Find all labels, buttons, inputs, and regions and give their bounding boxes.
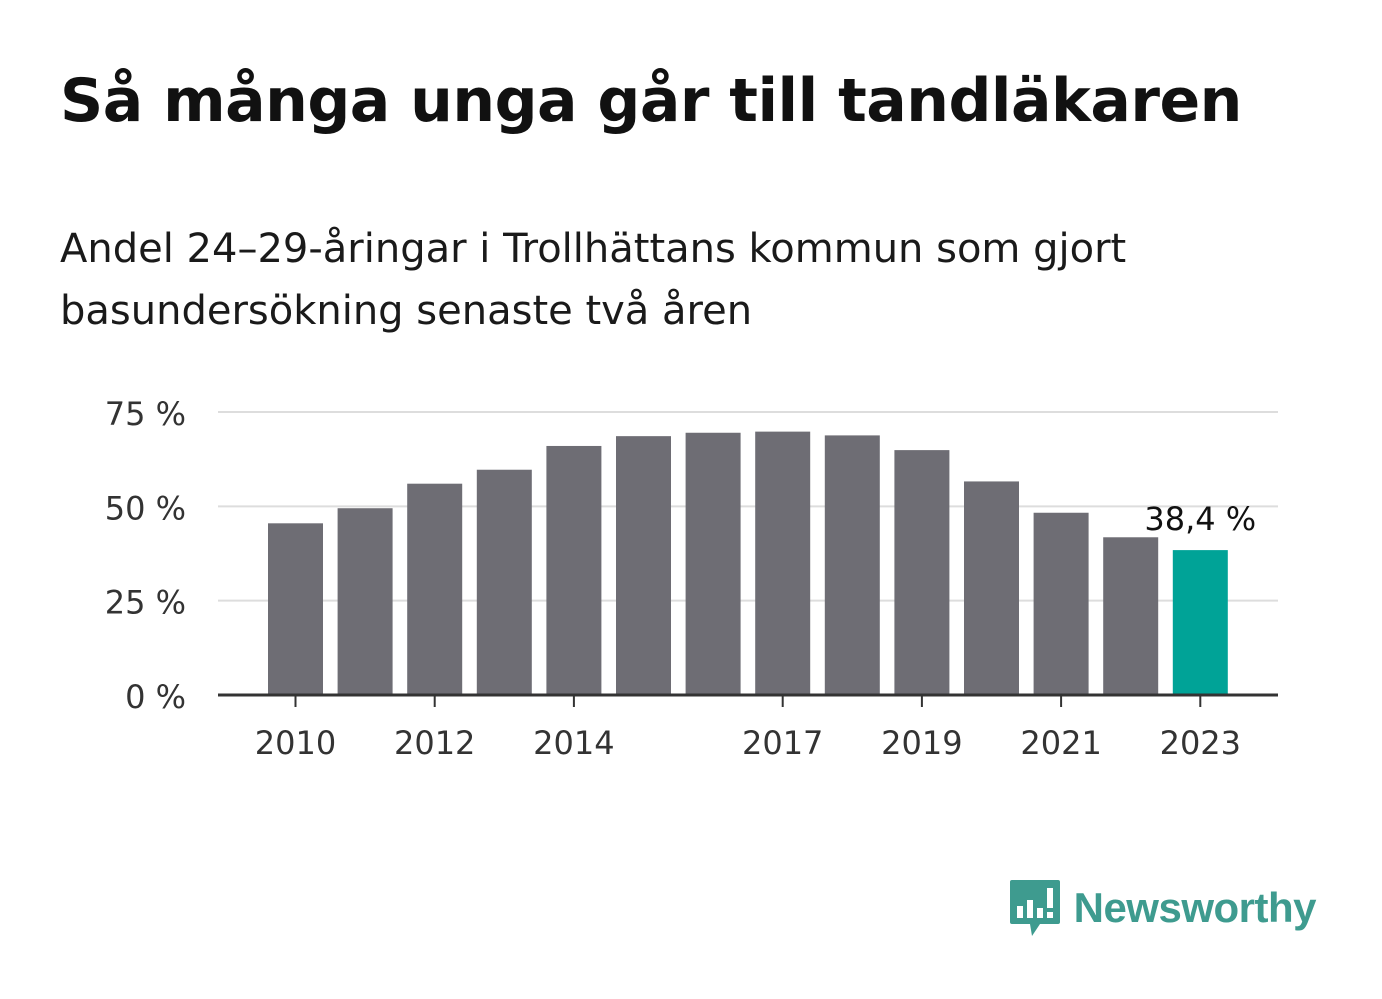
chart-title: Så många unga går till tandläkaren [60,66,1242,136]
bar [476,469,532,695]
x-tick-label: 2023 [1160,724,1241,762]
data-label: 38,4 % [1144,500,1256,538]
bar [824,435,880,695]
y-tick-label: 0 % [125,678,186,716]
y-tick-label: 50 % [105,489,186,527]
y-tick-label: 25 % [105,584,186,622]
brand-logo: Newsworthy [1008,878,1317,938]
y-tick-label: 75 % [105,395,186,433]
bar [1033,512,1089,695]
bar [407,483,463,695]
bar [894,450,950,695]
brand-name: Newsworthy [1073,884,1317,931]
bar [755,431,811,695]
x-tick-label: 2010 [255,724,336,762]
x-tick-label: 2017 [742,724,823,762]
bar [685,432,741,695]
newsworthy-logo-icon [1009,880,1060,936]
bar [1103,537,1159,695]
bar [337,508,393,695]
x-tick-label: 2014 [533,724,614,762]
bar [964,481,1019,695]
bar-highlight [1172,550,1228,695]
x-tick-label: 2021 [1020,724,1101,762]
x-tick-label: 2019 [881,724,962,762]
bar [616,436,671,695]
x-tick-label: 2012 [394,724,475,762]
bar [268,523,323,695]
chart-subtitle: Andel 24–29-åringar i Trollhättans kommu… [60,226,1127,334]
bar [546,445,602,695]
